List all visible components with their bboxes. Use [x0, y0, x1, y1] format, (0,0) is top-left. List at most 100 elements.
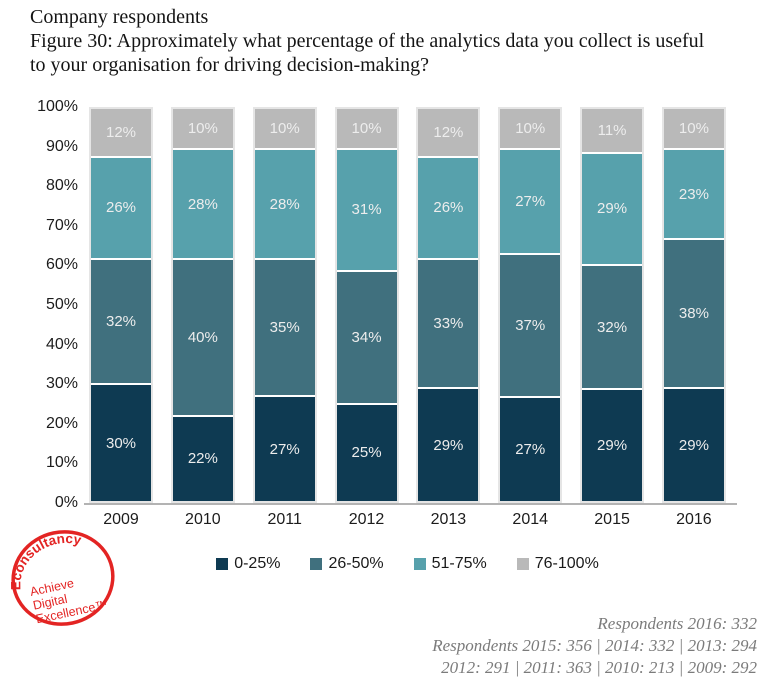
- bar-segment: 11%: [582, 109, 643, 152]
- bar-segment-label: 23%: [678, 185, 709, 203]
- bar-segment-label: 30%: [105, 434, 137, 452]
- bar-segment-label: 11%: [597, 121, 627, 139]
- bar-segment-label: 31%: [351, 201, 382, 219]
- legend-item: 76-100%: [516, 555, 599, 573]
- bar-segment-label: 10%: [515, 119, 546, 137]
- figure-title: Figure 30: Approximately what percentage…: [30, 30, 705, 76]
- y-tick-label: 30%: [45, 375, 78, 393]
- y-axis: 0% 10% 20% 30% 40% 50% 60% 70% 80% 90% 100%: [0, 98, 78, 511]
- bar-segment: 28%: [172, 148, 233, 258]
- bar-segment: 30%: [91, 383, 151, 501]
- bar-segment: 22%: [172, 414, 233, 501]
- bar-segment-label: 12%: [433, 124, 464, 142]
- bar-segment: 37%: [500, 252, 561, 397]
- econsultancy-logo: Econsultancy Achieve Digital Excellence™: [6, 526, 115, 626]
- bar-2009: 12% 26% 32% 30%: [89, 107, 153, 503]
- y-tick-label: 40%: [45, 335, 78, 353]
- legend-label: 76-100%: [534, 555, 599, 572]
- bar-segment-label: 33%: [433, 315, 464, 333]
- logo-stamp-ellipse: [11, 530, 115, 626]
- bar-segment-label: 25%: [351, 444, 382, 462]
- x-tick-label: 2014: [512, 511, 549, 528]
- legend-label: 26-50%: [328, 555, 384, 572]
- legend-swatch: [413, 558, 426, 570]
- bar-segment: 26%: [91, 156, 151, 258]
- bar-segment-label: 29%: [433, 436, 464, 454]
- legend: 0-25% 26-50% 51-75% 76-100%: [89, 555, 726, 573]
- legend-swatch: [216, 558, 229, 570]
- bar-2010: 10% 28% 40% 22%: [170, 107, 235, 503]
- x-axis: 2009 2010 2011 2012 2013 2014 2015 2016: [89, 511, 726, 529]
- chart-header: Company respondents Figure 30: Approxima…: [30, 5, 720, 77]
- bar-segment: 32%: [91, 257, 151, 384]
- bar-segment: 33%: [418, 257, 479, 388]
- bar-segment: 25%: [336, 402, 397, 501]
- footnote-line: Respondents 2016: 332: [597, 614, 757, 633]
- bar-segment-label: 26%: [433, 199, 464, 217]
- bar-segment-label: 10%: [351, 120, 382, 138]
- x-tick-label: 2015: [594, 511, 630, 528]
- legend-label: 0-25%: [234, 555, 281, 572]
- bar-segment: 40%: [172, 257, 233, 415]
- legend-swatch: [516, 558, 529, 570]
- bar-segment-label: 32%: [597, 318, 628, 336]
- bar-segment-label: 38%: [678, 305, 709, 323]
- context-label: Company respondents: [30, 6, 209, 28]
- legend-item: 51-75%: [413, 555, 487, 573]
- bar-segment: 10%: [172, 109, 233, 149]
- bar-segment-label: 27%: [515, 192, 546, 210]
- legend-item: 26-50%: [310, 555, 384, 573]
- bar-segment-label: 26%: [105, 199, 137, 217]
- plot-area: 12% 26% 32% 30% 10% 28% 40% 22% 10% 28% 35% 27% 10% 3…: [89, 107, 726, 503]
- y-tick-label: 0%: [54, 494, 78, 511]
- bar-segment: 27%: [254, 395, 315, 501]
- bar-segment: 35%: [254, 257, 315, 396]
- bar-segment: 32%: [582, 264, 643, 389]
- x-tick-label: 2011: [267, 511, 302, 528]
- bar-segment: 27%: [500, 147, 561, 253]
- y-tick-label: 60%: [45, 256, 78, 274]
- bar-segment: 27%: [500, 396, 561, 501]
- x-axis-line: [84, 503, 737, 505]
- bar-segment-label: 29%: [597, 200, 628, 218]
- bar-segment: 10%: [500, 109, 561, 148]
- y-tick-label: 90%: [45, 137, 78, 155]
- bar-segment-label: 27%: [515, 441, 546, 459]
- y-tick-label: 80%: [45, 177, 78, 195]
- bar-segment: 26%: [418, 156, 479, 258]
- legend-item: 0-25%: [216, 555, 280, 573]
- x-tick-label: 2009: [103, 511, 139, 528]
- bar-segment-label: 35%: [269, 319, 300, 337]
- x-tick-label: 2013: [430, 511, 467, 528]
- y-tick-label: 70%: [45, 216, 78, 234]
- bar-segment-label: 10%: [269, 120, 300, 138]
- bar-segment: 34%: [336, 269, 397, 403]
- y-tick-label: 100%: [37, 98, 78, 115]
- x-tick-label: 2016: [676, 511, 712, 528]
- bar-segment-label: 22%: [187, 450, 218, 468]
- bar-2014: 10% 27% 37% 27%: [498, 107, 563, 503]
- bar-segment-label: 29%: [597, 437, 628, 455]
- bar-segment-label: 29%: [678, 436, 709, 454]
- bar-segment-label: 32%: [105, 313, 137, 331]
- bar-segment: 12%: [91, 109, 151, 157]
- x-tick-label: 2010: [185, 511, 221, 528]
- bar-segment: 23%: [663, 148, 724, 239]
- bar-segment-label: 10%: [187, 120, 218, 138]
- bar-segment: 12%: [418, 109, 479, 157]
- bar-segment: 10%: [336, 109, 397, 149]
- respondents-note: Respondents 2016: 332 Respondents 2015: …: [432, 613, 757, 678]
- bar-segment: 29%: [582, 388, 643, 501]
- bar-segment-label: 10%: [678, 120, 709, 138]
- bar-2015: 11% 29% 32% 29%: [580, 107, 645, 503]
- bar-segment-label: 28%: [269, 195, 300, 213]
- bar-segment: 38%: [663, 238, 724, 388]
- bar-segment: 29%: [582, 151, 643, 265]
- x-tick-label: 2012: [348, 511, 385, 528]
- legend-label: 51-75%: [431, 555, 487, 572]
- bar-segment-label: 27%: [269, 440, 300, 458]
- y-tick-label: 10%: [45, 454, 78, 472]
- bar-segment-label: 28%: [187, 195, 218, 213]
- bar-segment: 10%: [254, 109, 315, 149]
